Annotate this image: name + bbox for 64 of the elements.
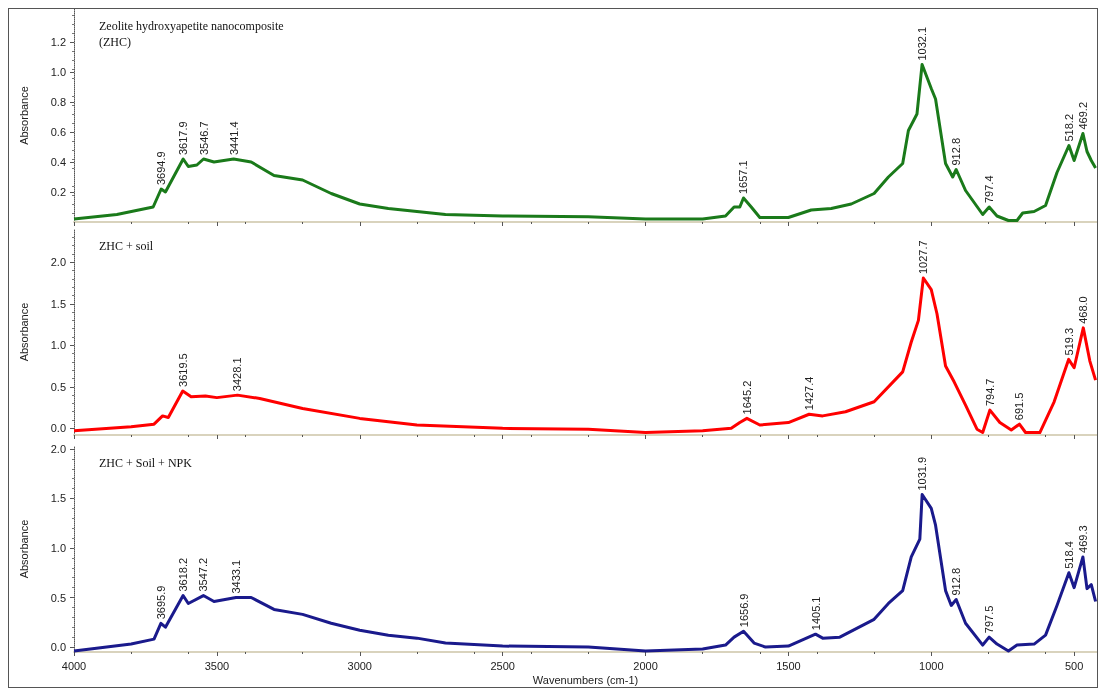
annotation: 1405.1 — [809, 596, 822, 631]
text: ZHC + Soil + NPK — [99, 456, 193, 470]
annotation: 518.2 — [1062, 113, 1075, 142]
y-tick-label: 0.2 — [50, 186, 66, 198]
annotation: 3441.4 — [227, 121, 240, 155]
annotation: 3618.2 — [177, 557, 190, 592]
annotation: 518.4 — [1062, 541, 1075, 569]
y-tick-label: 2.0 — [50, 442, 66, 455]
y-tick-label: 0.8 — [50, 96, 66, 108]
line-series — [72, 276, 1097, 435]
annotation: 469.3 — [1076, 525, 1089, 553]
annotation: 3617.9 — [177, 121, 190, 155]
y-tick-label: 0.5 — [50, 380, 66, 393]
annotation: 469.2 — [1076, 101, 1089, 130]
annotation: 912.8 — [950, 137, 963, 166]
y-tick-label: 1.2 — [50, 36, 66, 48]
y-axis-title: Absorbance — [17, 86, 30, 145]
annotation: 519.3 — [1062, 327, 1075, 356]
y-tick-label: 0.6 — [50, 126, 66, 138]
annotation: 1032.1 — [916, 26, 929, 61]
annotation: 3546.7 — [197, 121, 210, 155]
x-tick-label: 3000 — [347, 659, 372, 672]
y-tick-label: 1.0 — [50, 339, 66, 352]
x-axis-title: Wavenumbers (cm-1) — [532, 673, 639, 686]
y-tick-label: 1.5 — [50, 492, 66, 505]
annotation: 3694.9 — [155, 151, 168, 185]
annotation: 797.5 — [983, 605, 996, 634]
y-axis-title: Absorbance — [17, 519, 30, 579]
annotation: 3547.2 — [197, 557, 210, 592]
text: ZHC + soil — [99, 239, 154, 253]
annotation: 691.5 — [1013, 392, 1026, 421]
x-tick-label: 1000 — [919, 659, 944, 672]
y-tick-label: 1.5 — [50, 297, 66, 310]
y-tick-label: 0.0 — [50, 641, 66, 654]
x-tick-label: 1500 — [776, 659, 801, 672]
text: Zeolite hydroxyapetite nanocomposite (ZHC) — [99, 19, 284, 49]
annotation: 1657.1 — [737, 160, 750, 194]
annotation: 3428.1 — [231, 357, 244, 392]
annotation: 3433.1 — [229, 559, 242, 594]
y-tick-label: 1.0 — [50, 66, 66, 78]
annotation: 912.8 — [950, 567, 963, 596]
annotation: 1031.9 — [916, 456, 929, 491]
annotation: 1656.9 — [737, 593, 750, 628]
annotation: 797.4 — [983, 175, 996, 203]
annotation: 794.7 — [983, 378, 996, 407]
annotation: 3619.5 — [176, 353, 189, 387]
annotation: 3695.9 — [154, 585, 167, 620]
x-tick-label: 500 — [1064, 659, 1084, 672]
y-tick-label: 1.0 — [50, 542, 66, 555]
y-axis-title: Absorbance — [17, 302, 30, 362]
line-series — [72, 63, 1097, 222]
y-tick-label: 0.5 — [50, 591, 66, 604]
y-tick-label: 0.4 — [50, 156, 66, 168]
annotation: 1427.4 — [803, 376, 816, 411]
annotation: 468.0 — [1077, 296, 1090, 324]
line-series — [72, 493, 1097, 653]
y-tick-label: 0.0 — [50, 422, 66, 435]
x-tick-label: 2500 — [490, 659, 515, 672]
y-tick-label: 2.0 — [50, 256, 66, 269]
x-tick-label: 4000 — [61, 659, 87, 672]
annotation: 1027.7 — [917, 240, 930, 275]
x-tick-label: 2000 — [633, 659, 658, 672]
annotation: 1645.2 — [740, 380, 753, 415]
x-tick-label: 3500 — [204, 659, 230, 672]
